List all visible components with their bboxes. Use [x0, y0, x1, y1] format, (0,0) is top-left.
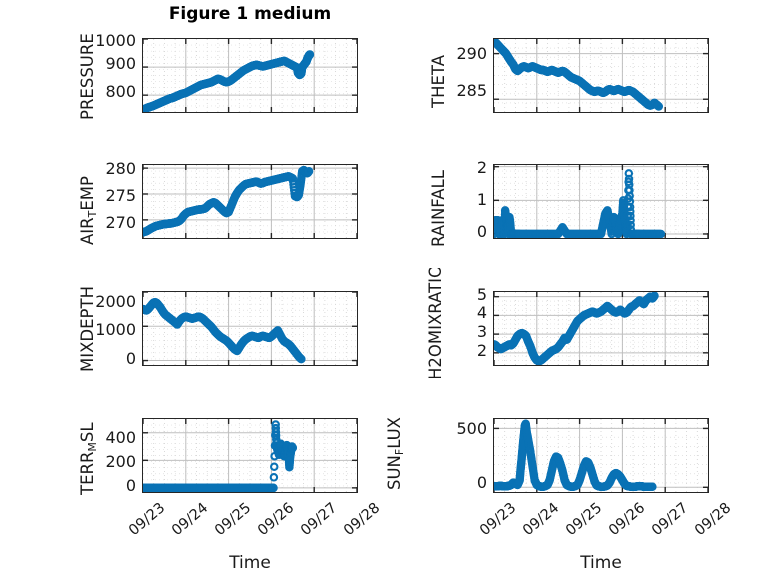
series-sun_flux [494, 419, 657, 491]
axes-sun-flux[interactable] [493, 418, 709, 493]
ytick-rainfall-0: 0 [476, 222, 487, 241]
ytick-h2o-4: 4 [476, 303, 487, 322]
plot-area-mixdepth [143, 292, 357, 365]
axes-rainfall[interactable] [493, 164, 709, 239]
axes-terr-msl[interactable] [142, 418, 358, 493]
plot-area-pressure [143, 39, 357, 112]
ytick-terrmsl-200: 200 [105, 452, 136, 471]
ytick-pressure-1000: 1000 [95, 31, 136, 50]
ytick-airtemp-275: 275 [105, 186, 136, 205]
ytick-h2o-2: 2 [476, 341, 487, 360]
ytick-h2o-5: 5 [476, 285, 487, 304]
ytick-pressure-900: 900 [105, 54, 136, 73]
plot-area-h2omixra [494, 292, 708, 365]
ytick-terrmsl-0: 0 [125, 476, 136, 495]
xlabel-right: Time [580, 553, 622, 573]
ylabel-h2omixra: H2OMIXRATIO [426, 268, 445, 378]
series-rainfall [494, 169, 666, 238]
ytick-theta-290: 290 [456, 44, 487, 63]
series-terr_msl [143, 420, 298, 492]
ytick-mixdepth-0: 0 [125, 349, 136, 368]
ytick-mixdepth-2000: 2000 [95, 292, 136, 311]
series-air_temp [143, 165, 314, 237]
ytick-pressure-800: 800 [105, 82, 136, 101]
ylabel-h2omixra-clip: H2OMIXRATIO [424, 268, 454, 378]
series-theta [494, 39, 664, 111]
plot-area-theta [494, 39, 708, 112]
axes-air-temp[interactable] [142, 164, 358, 239]
figure-title: Figure 1 medium [168, 4, 332, 24]
ytick-rainfall-2: 2 [476, 158, 487, 177]
plot-area-terr_msl [143, 419, 357, 492]
plot-area-air_temp [143, 165, 357, 238]
axes-h2omixra[interactable] [493, 291, 709, 366]
ytick-sunflux-500: 500 [456, 419, 487, 438]
plot-area-rainfall [494, 165, 708, 238]
series-h2omixra [494, 292, 659, 365]
ytick-airtemp-280: 280 [105, 159, 136, 178]
ytick-rainfall-1: 1 [476, 190, 487, 209]
xlabel-left: Time [229, 553, 271, 573]
ytick-h2o-3: 3 [476, 322, 487, 341]
axes-theta[interactable] [493, 38, 709, 113]
ylabel-rainfall: RAINFALL [429, 170, 448, 247]
plot-area-sun_flux [494, 419, 708, 492]
ytick-theta-285: 285 [456, 81, 487, 100]
ylabel-sun-flux: SUNFLUX [385, 417, 407, 490]
axes-mixdepth[interactable] [142, 291, 358, 366]
axes-pressure[interactable] [142, 38, 358, 113]
ytick-sunflux-0: 0 [476, 473, 487, 492]
ytick-terrmsl-400: 400 [105, 428, 136, 447]
series-pressure [143, 50, 315, 112]
series-mixdepth [143, 298, 306, 364]
ytick-airtemp-270: 270 [105, 213, 136, 232]
ytick-mixdepth-1000: 1000 [95, 320, 136, 339]
